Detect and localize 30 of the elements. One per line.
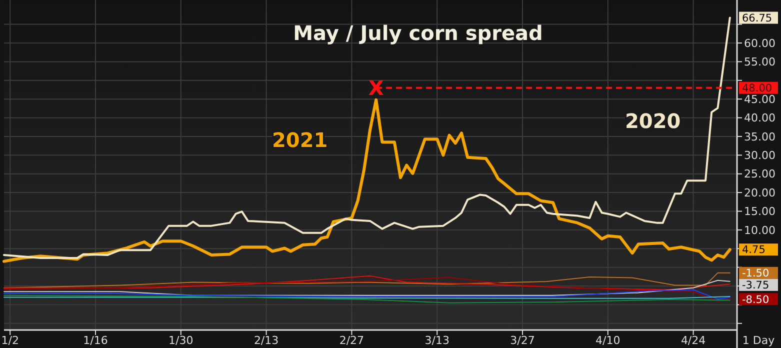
text: 1 Day — [742, 334, 776, 347]
x-tick-label: 4/10 — [596, 334, 620, 347]
ref-line-label: 48.00 — [742, 82, 772, 95]
series-label: 2020 — [625, 109, 681, 133]
x-tick-label: 4/24 — [680, 334, 706, 347]
y-tick-label: 20.00 — [744, 186, 776, 200]
data-label: -1.50 — [742, 268, 770, 280]
y-tick-label: 35.00 — [744, 130, 776, 144]
y-tick-label: 45.00 — [744, 92, 776, 106]
y-tick-label: 40.00 — [744, 112, 776, 125]
y-tick-label: 30.00 — [744, 149, 776, 162]
x-tick-label: 2/27 — [339, 334, 364, 347]
text: May / July corn spread — [293, 21, 543, 45]
data-label: 4.75 — [742, 244, 766, 256]
x-tick-label: 3/27 — [510, 334, 535, 347]
data-label: -3.75 — [742, 280, 770, 292]
data-label: -8.50 — [742, 294, 770, 306]
y-tick-label: 10.00 — [744, 224, 776, 237]
x-tick-label: 1/2 — [1, 334, 19, 347]
y-tick-label: 60.00 — [744, 36, 776, 50]
data-label: 66.75 — [742, 12, 772, 24]
x-tick-label: 1/30 — [168, 334, 194, 347]
x-tick-label: 3/13 — [424, 334, 450, 347]
x-tick-label: 1/16 — [83, 334, 108, 347]
y-tick-label: 25.00 — [744, 168, 776, 181]
annotation: X — [368, 76, 384, 100]
y-tick-label: 15.00 — [744, 205, 776, 218]
series-label: 2021 — [272, 128, 328, 152]
y-tick-label: 55.00 — [744, 56, 776, 69]
x-tick-label: 2/13 — [254, 334, 279, 347]
